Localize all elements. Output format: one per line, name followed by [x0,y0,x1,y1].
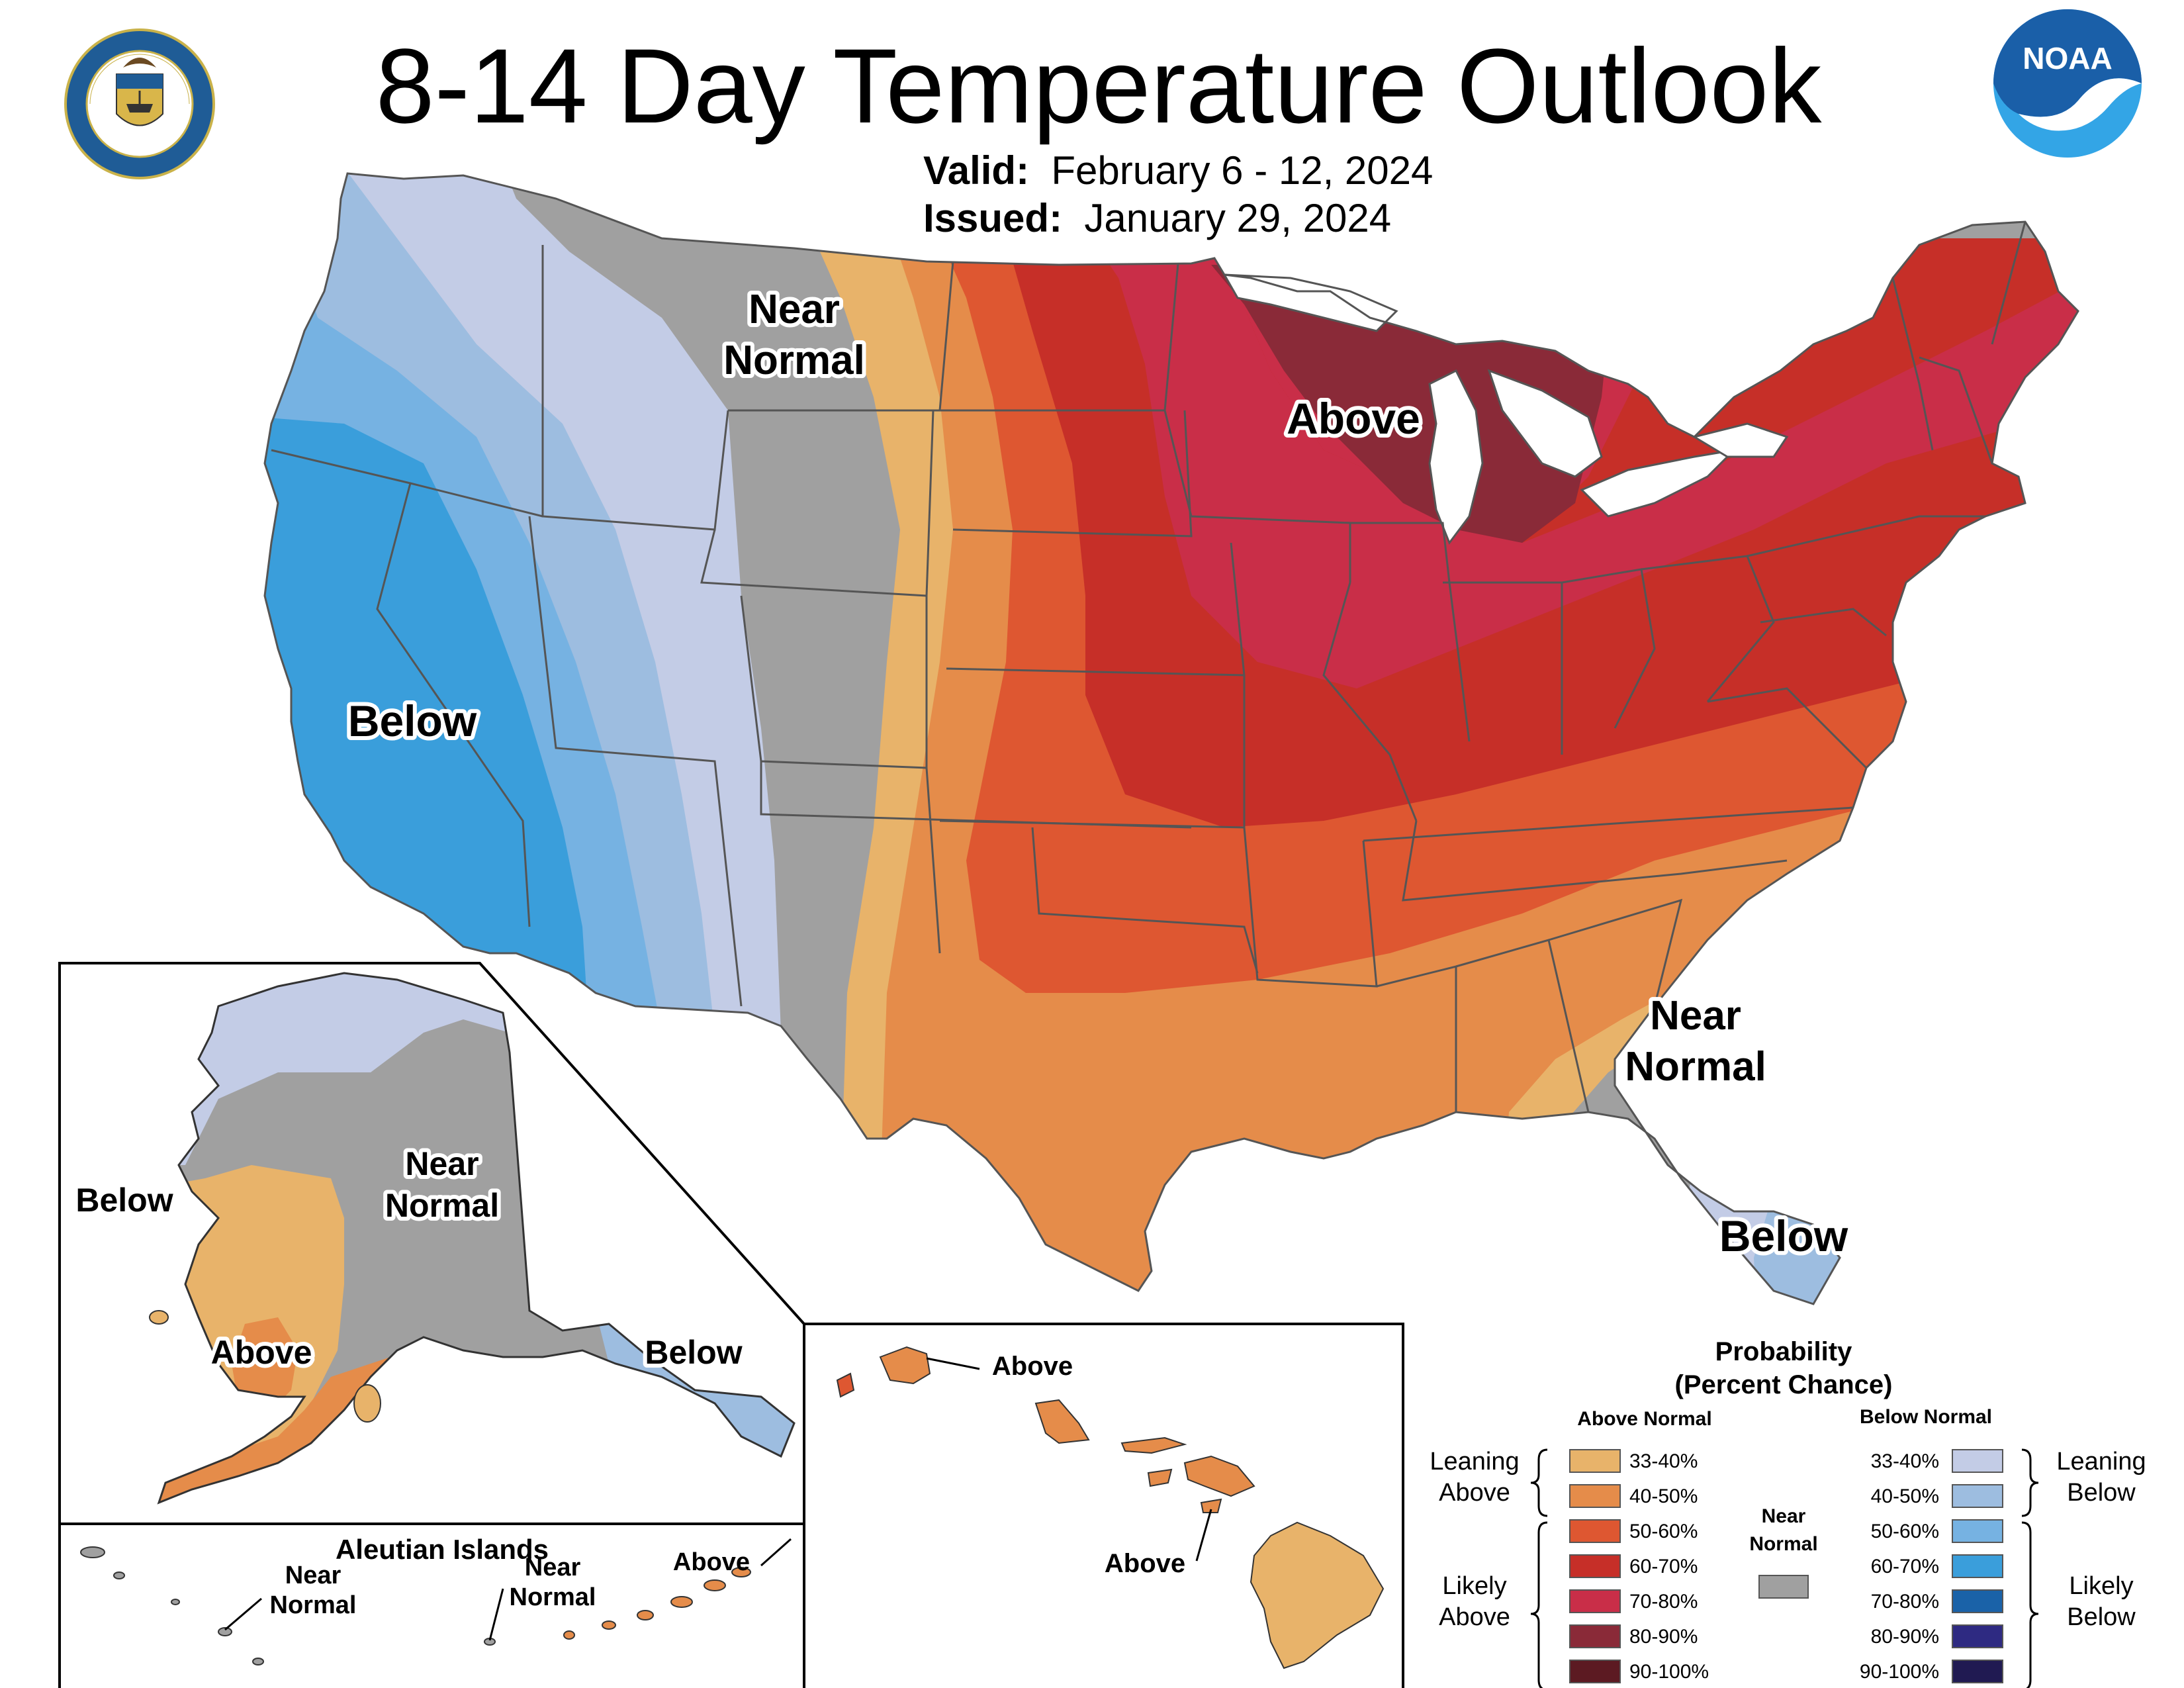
legend-leaning-below-line2: Below [2067,1479,2136,1507]
page-title: 8-14 Day Temperature Outlook [375,26,1822,145]
label-below-florida: Below [1719,1211,1848,1260]
legend-above-range-1: 40-50% [1629,1485,1698,1507]
legend-leaning-above-line1: Leaning [1430,1448,1519,1476]
alaska-inset: Below Near Normal Above Below [58,962,805,1525]
hawaii-inset: Above Above [803,1323,1404,1688]
legend-above-range-0: 33-40% [1629,1450,1698,1472]
date-block: Valid: February 6 - 12, 2024 Issued: Jan… [923,147,1433,242]
noaa-logo-icon: NOAA [1993,9,2142,158]
issued-line: Issued: January 29, 2024 [923,195,1433,242]
legend-below-range-0: 33-40% [1871,1450,1939,1472]
legend-near-header-line2: Normal [1749,1533,1817,1555]
legend-below-swatch-1 [1952,1484,2003,1508]
legend-leaning-above-line2: Above [1439,1479,1510,1507]
ak-label-above: Above [211,1334,312,1371]
legend-above-range-5: 80-90% [1629,1626,1698,1648]
hi-label-above-north: Above [992,1352,1073,1381]
legend-below-swatch-0 [1952,1449,2003,1473]
valid-label: Valid: [923,148,1030,193]
legend-above-header: Above Normal [1577,1408,1711,1430]
label-near-normal-southeast-line2: Normal [1625,1044,1766,1090]
legend-below-swatch-2 [1952,1519,2003,1543]
ak-label-near-normal-line2: Normal [385,1187,499,1224]
aleutian-near-normal-1-line2: Normal [270,1591,357,1619]
commerce-seal-icon [64,28,215,179]
valid-dates: February 6 - 12, 2024 [1051,148,1433,193]
label-near-normal-west-line1: Near [749,287,840,332]
ak-label-below-southeast: Below [645,1334,742,1371]
legend-below-swatch-3 [1952,1554,2003,1578]
legend-above-swatch-4 [1569,1589,1621,1613]
legend-title-line2: (Percent Chance) [1675,1370,1893,1399]
legend-likely-below-line1: Likely [2069,1572,2133,1600]
legend-below-range-6: 90-100% [1860,1661,1939,1683]
legend-below-range-4: 70-80% [1871,1591,1939,1613]
legend-below-range-5: 80-90% [1871,1626,1939,1648]
aleutian-above: Above [673,1548,750,1576]
legend-above-swatch-6 [1569,1660,1621,1683]
legend-below-header: Below Normal [1860,1406,1992,1428]
legend-below-swatch-5 [1952,1624,2003,1648]
ak-label-below-west: Below [75,1182,173,1219]
label-below-west: Below [348,696,477,745]
aleutian-near-normal-1-line1: Near [285,1562,341,1589]
issued-label: Issued: [923,196,1063,240]
legend-likely-below-line2: Below [2067,1603,2136,1631]
legend-likely-above-line2: Above [1439,1603,1510,1631]
legend-below-swatch-6 [1952,1660,2003,1683]
label-above-conus: Above [1287,394,1420,443]
legend-below-range-3: 60-70% [1871,1556,1939,1577]
legend-above-swatch-5 [1569,1624,1621,1648]
noaa-logo-text: NOAA [2023,41,2112,75]
state-boundaries [263,172,2079,1305]
label-near-normal-southeast-line1: Near [1650,993,1741,1039]
legend-above-swatch-1 [1569,1484,1621,1508]
legend-below-range-1: 40-50% [1871,1485,1939,1507]
hi-label-above-south: Above [1105,1549,1185,1578]
legend-near-swatch [1758,1575,1809,1599]
legend-leaning-below-line1: Leaning [2056,1448,2146,1476]
legend-likely-above-line1: Likely [1442,1572,1506,1600]
legend-above-range-3: 60-70% [1629,1556,1698,1577]
legend-above-range-2: 50-60% [1629,1521,1698,1542]
legend-above-range-4: 70-80% [1629,1591,1698,1613]
legend-title-line1: Probability [1715,1337,1852,1366]
valid-line: Valid: February 6 - 12, 2024 [923,147,1433,195]
legend-above-swatch-0 [1569,1449,1621,1473]
aleutian-near-normal-2-line1: Near [525,1554,581,1581]
aleutian-near-normal-2-line2: Normal [510,1583,596,1611]
label-near-normal-west-line2: Normal [723,338,865,383]
aleutian-title: Aleutian Islands [336,1534,549,1565]
legend-below-swatch-4 [1952,1589,2003,1613]
aleutian-inset: Aleutian Islands Near Normal Near Normal… [58,1523,805,1688]
great-lakes [1222,273,1789,545]
ak-label-near-normal-line1: Near [405,1145,478,1182]
legend: Probability (Percent Chance) Above Norma… [1430,1337,2146,1688]
legend-above-swatch-2 [1569,1519,1621,1543]
legend-near-header-line1: Near [1762,1505,1806,1527]
issued-date: January 29, 2024 [1084,196,1392,240]
legend-rows: 33-40% 33-40% 40-50% 40-50% 50-60% 50-60% 60-7… [1569,1449,2003,1683]
legend-above-range-6: 90-100% [1629,1661,1709,1683]
legend-above-swatch-3 [1569,1554,1621,1578]
legend-below-range-2: 50-60% [1871,1521,1939,1542]
